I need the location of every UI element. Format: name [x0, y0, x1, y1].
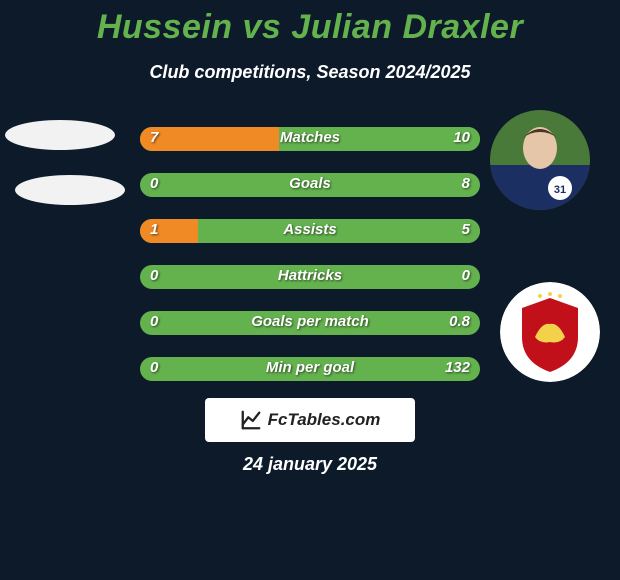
stat-value-left: 0	[150, 267, 158, 284]
stat-value-right: 0.8	[449, 313, 470, 330]
stat-label: Hattricks	[140, 267, 480, 284]
stat-row: Goals per match0 0.8	[140, 311, 480, 335]
stat-value-right: 10	[453, 129, 470, 146]
stat-label: Matches	[140, 129, 480, 146]
stat-label: Assists	[140, 221, 480, 238]
stat-row: Hattricks0 0	[140, 265, 480, 289]
stat-value-right: 5	[462, 221, 470, 238]
stat-row: Assists1 5	[140, 219, 480, 243]
right-team-crest	[500, 282, 600, 382]
stat-value-left: 0	[150, 359, 158, 376]
stat-value-left: 7	[150, 129, 158, 146]
stat-label: Goals per match	[140, 313, 480, 330]
source-text: FcTables.com	[268, 410, 381, 430]
stat-row: Min per goal0 132	[140, 357, 480, 381]
stat-value-right: 8	[462, 175, 470, 192]
stat-value-left: 0	[150, 313, 158, 330]
stat-row: Goals0 8	[140, 173, 480, 197]
svg-text:31: 31	[554, 184, 566, 196]
stat-row: Matches7 10	[140, 127, 480, 151]
source-badge: FcTables.com	[205, 398, 415, 442]
placeholder-ellipse	[5, 120, 115, 150]
subtitle: Club competitions, Season 2024/2025	[0, 62, 620, 83]
stat-value-right: 132	[445, 359, 470, 376]
page-title: Hussein vs Julian Draxler	[0, 8, 620, 47]
stat-label: Goals	[140, 175, 480, 192]
stat-value-right: 0	[462, 267, 470, 284]
stat-label: Min per goal	[140, 359, 480, 376]
date-label: 24 january 2025	[0, 454, 620, 475]
chart-icon	[240, 409, 262, 431]
stat-bars: Matches710Goals08Assists15Hattricks00Goa…	[140, 127, 480, 403]
stat-value-left: 0	[150, 175, 158, 192]
placeholder-ellipse	[15, 175, 125, 205]
right-player-avatar: 31	[490, 110, 590, 210]
stat-value-left: 1	[150, 221, 158, 238]
comparison-card: Hussein vs Julian Draxler Club competiti…	[0, 0, 620, 580]
